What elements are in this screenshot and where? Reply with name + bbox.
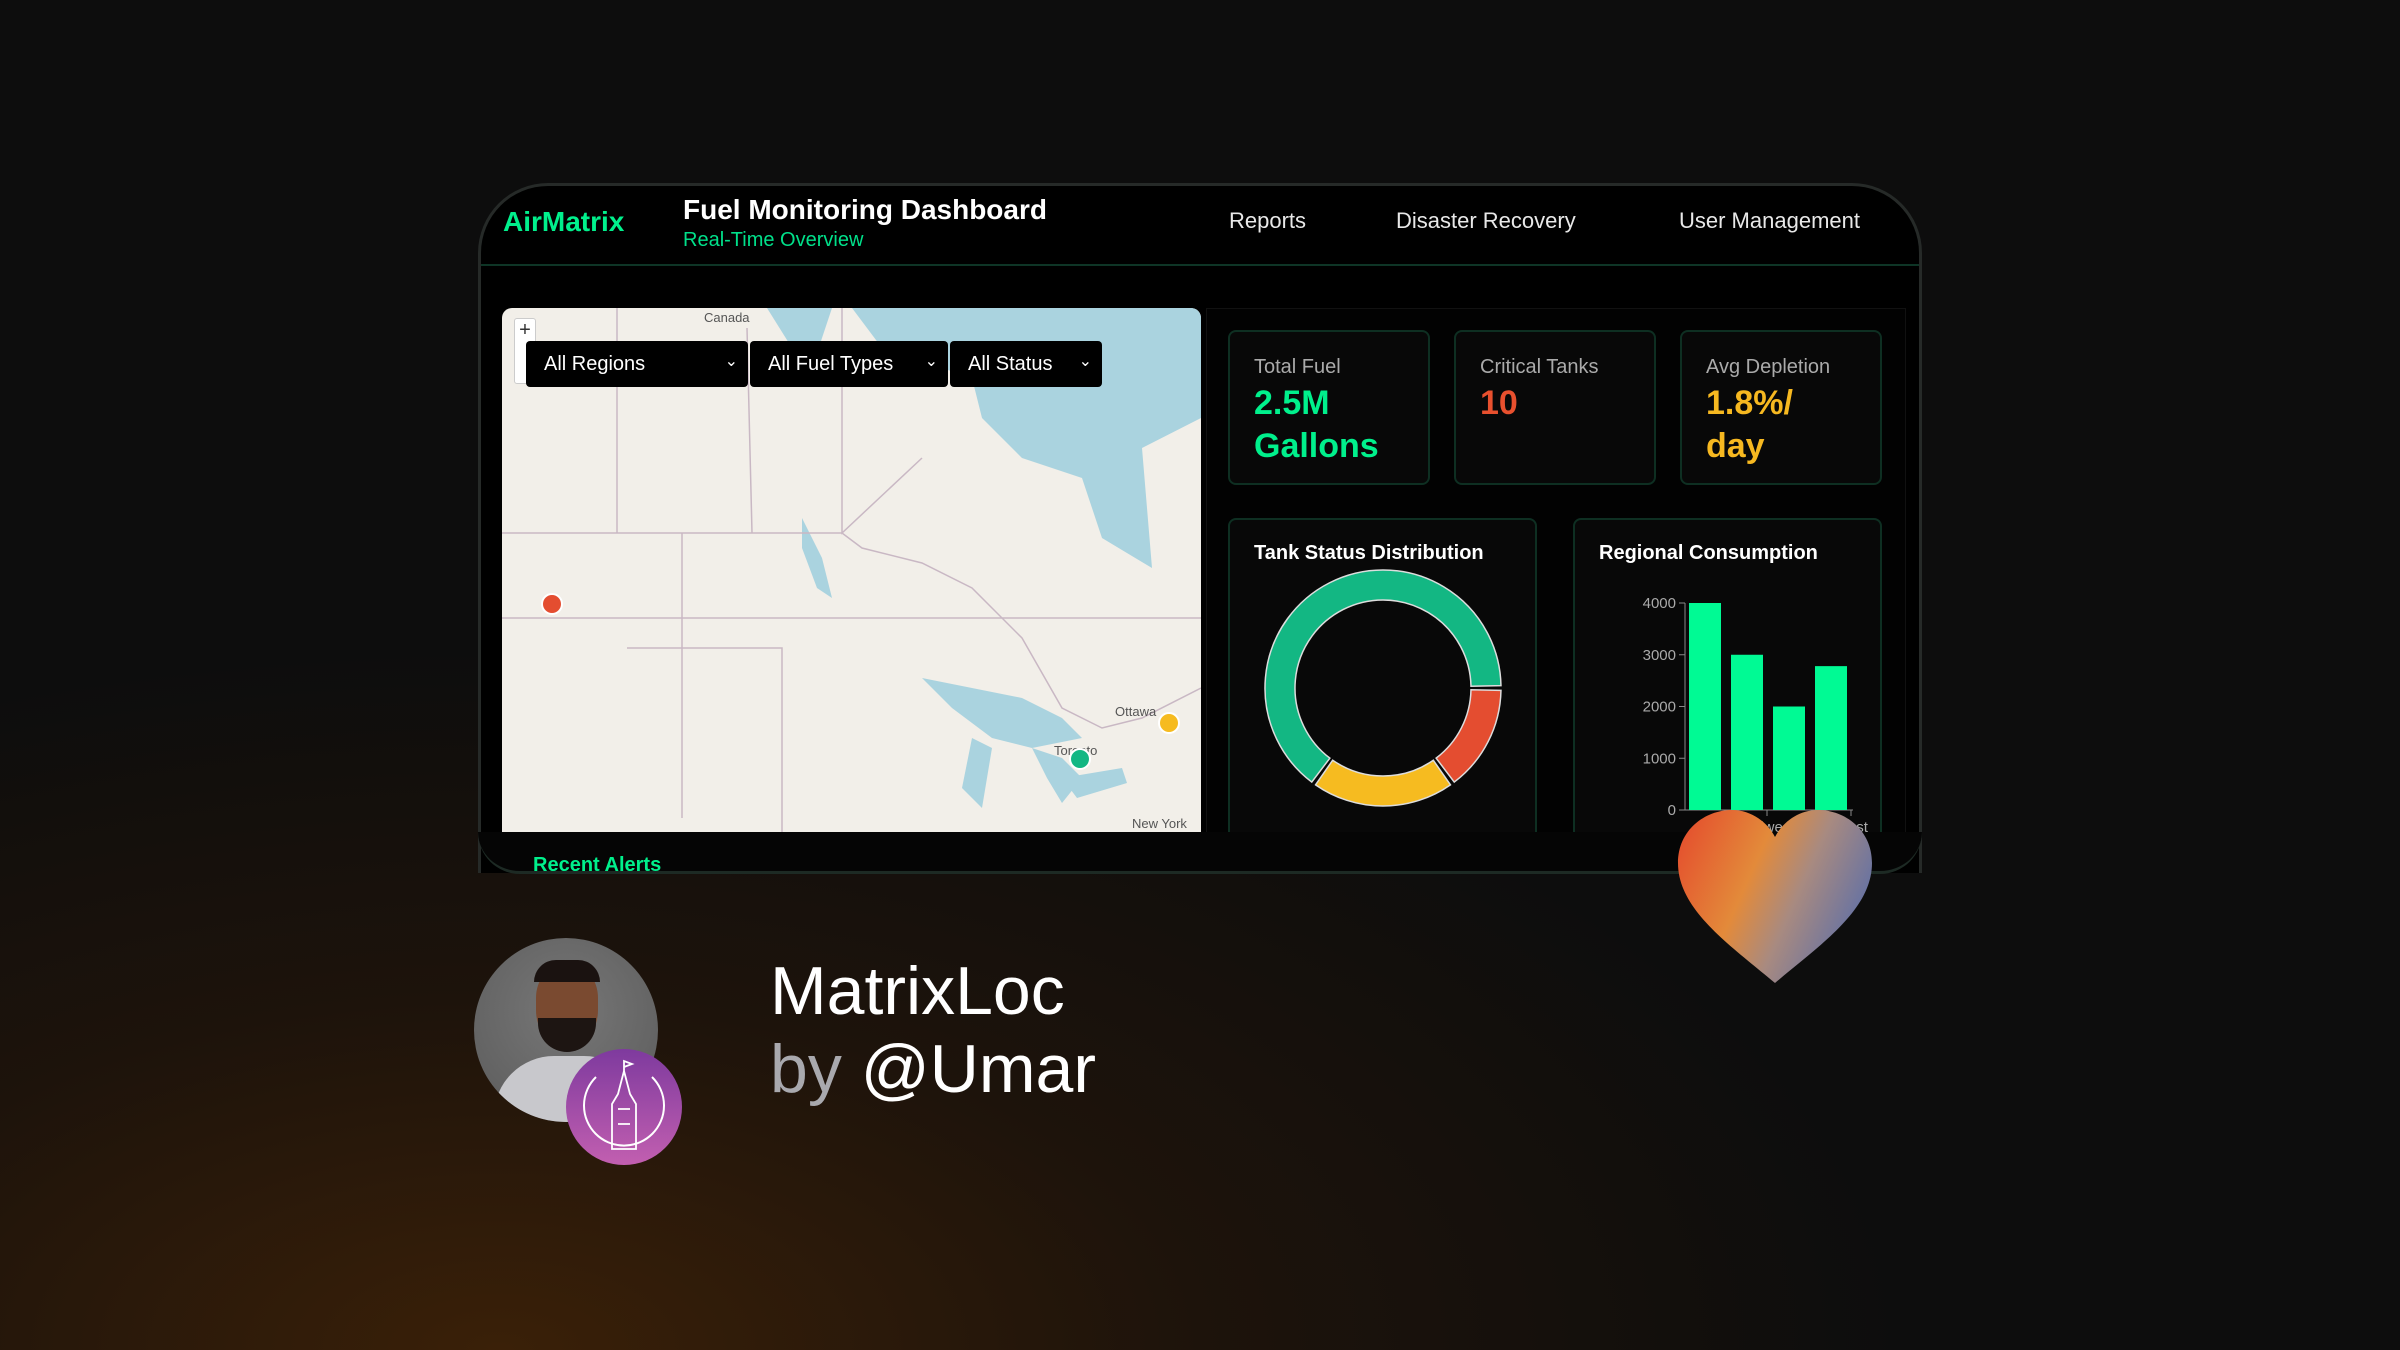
map-label-new-york: New York [1132, 816, 1187, 831]
bar-2[interactable] [1773, 706, 1805, 811]
chart-title: Tank Status Distribution [1254, 542, 1484, 564]
header-divider [481, 264, 1919, 266]
region-filter[interactable]: All Regions ⌄ [526, 341, 748, 387]
recent-alerts-heading[interactable]: Recent Alerts [533, 854, 662, 874]
nav-disaster-recovery[interactable]: Disaster Recovery [1396, 208, 1576, 233]
map[interactable]: Canada Ottawa Toronto New York + All Reg… [502, 308, 1201, 836]
project-name: MatrixLoc [770, 953, 1065, 1029]
stat-card-avg-depletion: Avg Depletion 1.8%/ day [1680, 330, 1882, 485]
stat-card-critical-tanks: Critical Tanks 10 [1454, 330, 1656, 485]
bar-0[interactable] [1689, 603, 1721, 810]
organization-badge [566, 1049, 682, 1165]
heart-icon [1678, 810, 1872, 983]
bar-1[interactable] [1731, 654, 1763, 810]
y-tick-label: 2000 [1643, 699, 1676, 716]
stat-label: Critical Tanks [1480, 356, 1599, 378]
donut-chart [1264, 569, 1502, 807]
zoom-in-button[interactable]: + [519, 319, 531, 341]
region-filter-value: All Regions [544, 353, 646, 375]
stat-value: 10 [1480, 384, 1518, 422]
status-filter[interactable]: All Status ⌄ [950, 341, 1102, 387]
chevron-down-icon: ⌄ [924, 353, 938, 370]
y-tick-label: 3000 [1643, 647, 1676, 664]
page-title: Fuel Monitoring Dashboard [683, 194, 1047, 225]
fuel-type-filter[interactable]: All Fuel Types ⌄ [750, 341, 948, 387]
y-tick-label: 1000 [1643, 750, 1676, 767]
map-tiles [502, 308, 1201, 836]
bar-chart: 01000200030004000MidwestWest [1643, 595, 1869, 836]
map-marker-normal[interactable] [1069, 748, 1091, 770]
bar-3[interactable] [1815, 666, 1847, 810]
stat-label: Avg Depletion [1706, 356, 1831, 378]
tank-status-card: Tank Status Distribution [1228, 518, 1537, 858]
tower-icon [583, 1059, 665, 1150]
nav-user-management[interactable]: User Management [1679, 208, 1860, 233]
page-subtitle: Real-Time Overview [683, 229, 864, 251]
chevron-down-icon: ⌄ [1078, 353, 1092, 370]
logo[interactable]: AirMatrix [503, 206, 625, 237]
author-handle[interactable]: @Umar [860, 1031, 1096, 1107]
map-marker-critical[interactable] [541, 593, 563, 615]
y-tick-label: 0 [1668, 802, 1676, 819]
chart-title: Regional Consumption [1599, 542, 1818, 564]
fuel-type-filter-value: All Fuel Types [768, 353, 894, 375]
status-filter-value: All Status [968, 353, 1053, 375]
donut-slice-0[interactable] [1264, 569, 1502, 784]
author-line: by @Umar [770, 1030, 1096, 1108]
map-label-canada: Canada [704, 310, 750, 325]
y-tick-label: 4000 [1643, 595, 1676, 612]
map-label-ottawa: Ottawa [1115, 704, 1157, 719]
dashboard-window: AirMatrix Fuel Monitoring Dashboard Real… [478, 183, 1922, 873]
by-label: by [770, 1031, 842, 1107]
stat-value: 1.8%/ day [1706, 384, 1793, 465]
stat-value: 2.5M Gallons [1254, 384, 1379, 465]
chevron-down-icon: ⌄ [724, 353, 738, 370]
stats-panel: Total Fuel 2.5M Gallons Critical Tanks 1… [1206, 308, 1906, 858]
stat-card-total-fuel: Total Fuel 2.5M Gallons [1228, 330, 1430, 485]
stat-label: Total Fuel [1254, 356, 1341, 378]
nav-reports[interactable]: Reports [1229, 208, 1307, 233]
donut-slice-2[interactable] [1314, 759, 1452, 807]
map-marker-warning[interactable] [1158, 712, 1180, 734]
donut-slice-1[interactable] [1435, 688, 1502, 784]
